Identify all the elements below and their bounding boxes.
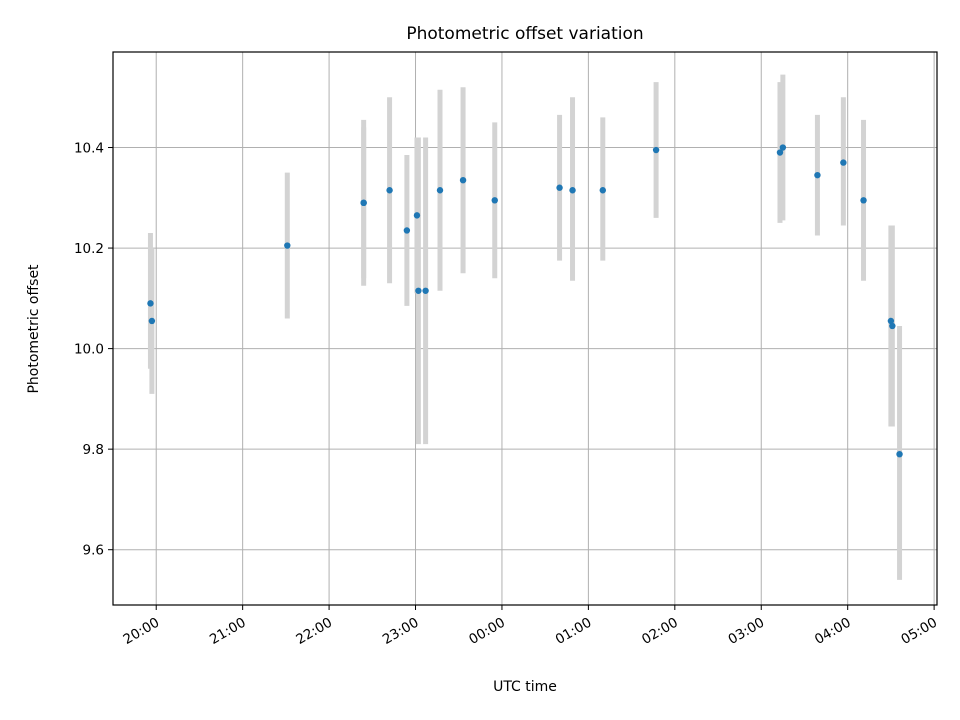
data-point <box>386 187 393 194</box>
y-axis-label: Photometric offset <box>26 264 42 394</box>
data-point <box>459 176 467 184</box>
data-point <box>599 187 606 194</box>
data-point <box>569 187 576 194</box>
data-point <box>814 171 821 179</box>
y-axis-ticks: 9.6 9.8 10.0 10.2 10.4 <box>74 141 113 559</box>
y-tick-label: 10.4 <box>74 141 104 157</box>
grid <box>113 52 937 605</box>
data-point <box>148 317 156 325</box>
data-point <box>403 227 411 234</box>
data-point <box>779 144 787 151</box>
data-point <box>422 287 429 294</box>
data-point <box>284 242 291 249</box>
data-point <box>413 212 421 219</box>
chart-title: Photometric offset variation <box>406 24 643 44</box>
data-point <box>889 322 896 330</box>
plot-frame <box>112 51 938 606</box>
data-point <box>860 197 867 204</box>
data-point <box>360 199 367 207</box>
data-point <box>491 197 498 204</box>
data-point <box>652 146 660 154</box>
data-point <box>436 187 444 194</box>
y-tick-label: 10.2 <box>74 241 104 257</box>
y-tick-label: 9.6 <box>83 543 104 559</box>
data-point <box>776 149 784 156</box>
y-tick-label: 10.0 <box>74 342 104 358</box>
data-point <box>147 300 154 307</box>
y-tick-label: 9.8 <box>83 442 104 458</box>
data-point <box>556 184 563 191</box>
data-point <box>415 287 422 294</box>
data-point <box>896 450 903 458</box>
x-axis-label: UTC time <box>493 679 557 695</box>
data-point <box>887 317 895 325</box>
data-points <box>147 144 903 458</box>
data-point <box>840 159 847 166</box>
